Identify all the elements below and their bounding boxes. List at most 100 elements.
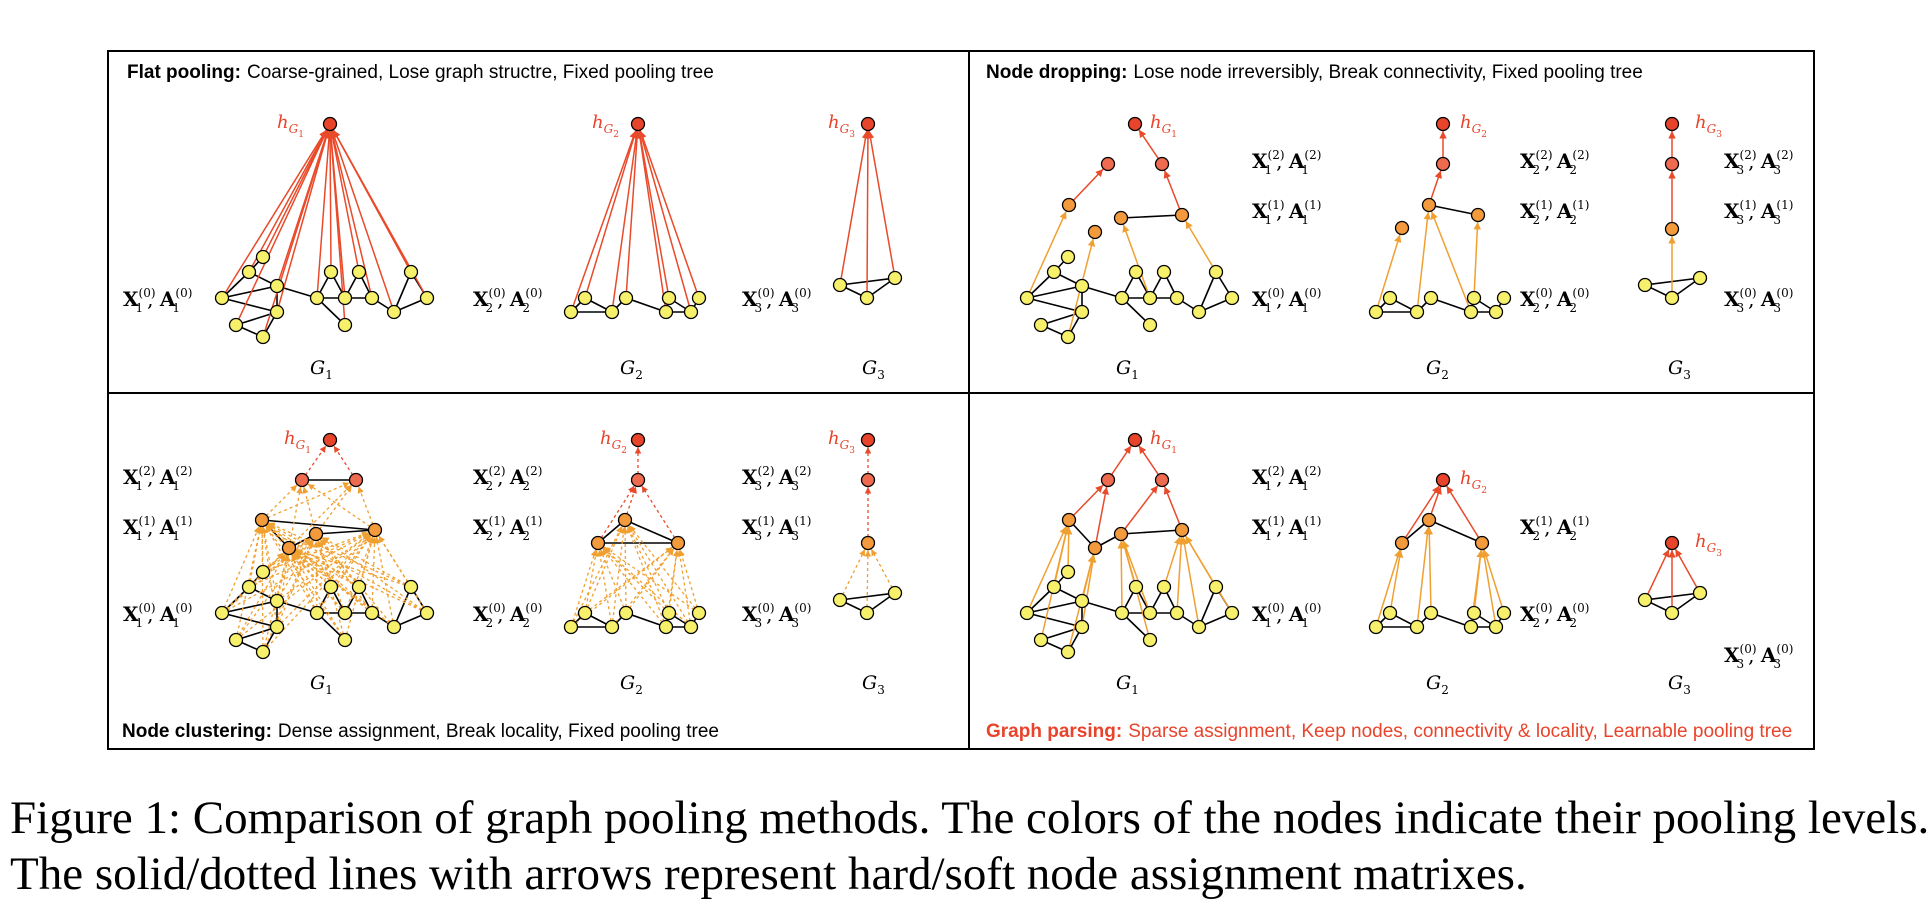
hard-assignment-arrow (1163, 486, 1183, 531)
soft-assignment-arrow (248, 532, 369, 588)
graph-node-level-0 (1046, 579, 1062, 595)
soft-assignment-arrow (319, 539, 373, 614)
graph-node-level-2 (1100, 156, 1116, 172)
graph-edge (1026, 600, 1083, 614)
graph-node-level-0 (337, 290, 353, 306)
hard-assignment-arrow (1122, 224, 1151, 299)
hard-assignment-arrow (1644, 549, 1670, 601)
graph-edge (221, 297, 278, 313)
soft-assignment-arrow (288, 484, 352, 549)
graph-node-level-0 (1156, 264, 1172, 280)
graph-node-level-0 (1692, 585, 1708, 601)
readout-label-h-g1: hG1 (284, 428, 311, 456)
graph-node-level-0 (1060, 564, 1076, 580)
soft-assignment-arrow (584, 549, 599, 614)
soft-assignment-arrow (602, 547, 692, 628)
hard-assignment-arrow (570, 130, 637, 313)
graph-node-level-1 (860, 535, 876, 551)
root-node-g3 (860, 116, 876, 132)
graph-node-level-2 (1100, 472, 1116, 488)
soft-assignment-arrow (357, 486, 376, 531)
graph-node-level-0 (1033, 632, 1049, 648)
root-node-g3 (1664, 535, 1680, 551)
hard-assignment-arrow (1375, 234, 1402, 313)
graph-node-level-0 (1128, 579, 1144, 595)
soft-assignment-arrow (259, 526, 266, 573)
graph-node-level-0 (1382, 290, 1398, 306)
graph-node-level-0 (859, 290, 875, 306)
hard-assignment-arrow (864, 130, 872, 299)
graph-edge (1198, 271, 1217, 313)
graph-edge (1428, 204, 1479, 216)
soft-assignment-arrow (235, 553, 287, 641)
soft-assignment-arrow (221, 532, 370, 614)
soft-assignment-arrow (870, 548, 896, 594)
graph-node-level-0 (1208, 264, 1224, 280)
hard-assignment-arrow (248, 129, 328, 273)
hard-assignment-arrow (1026, 211, 1067, 299)
graph-node-level-0 (323, 264, 339, 280)
graph-node-level-0 (255, 644, 271, 660)
graph-node-level-1 (1087, 224, 1103, 240)
graph-node-level-0 (658, 619, 674, 635)
feature-adjacency-label: X(1) 3, A(1) 3 (1724, 198, 1793, 227)
graph-node-level-0 (691, 605, 707, 621)
graph-node-level-0 (1074, 593, 1090, 609)
graph-node-level-0 (618, 290, 634, 306)
graph-node-level-0 (1409, 619, 1425, 635)
feature-adjacency-label: X(1) 1, A(1) 1 (1252, 514, 1321, 543)
feature-adjacency-label: X(0) 3, A(0) 3 (742, 286, 811, 315)
hard-assignment-arrow (625, 130, 641, 299)
graph-node-level-0 (403, 579, 419, 595)
hard-assignment-arrow (1163, 536, 1182, 588)
panel-title-node-dropping: Node dropping: Lose node irreversibly, Br… (986, 62, 1643, 83)
graph-node-level-0 (1074, 278, 1090, 294)
hard-assignment-arrow (329, 130, 360, 273)
graph-label-g2: G2 (1426, 672, 1449, 697)
soft-assignment-arrow (312, 540, 320, 614)
soft-assignment-arrow (295, 549, 412, 588)
hard-assignment-arrow (1473, 549, 1485, 614)
soft-assignment-arrow (265, 525, 346, 641)
soft-assignment-arrow (261, 482, 350, 521)
readout-label-h-g2: hG2 (1460, 112, 1487, 140)
graph-node-level-0 (1074, 304, 1090, 320)
soft-assignment-arrow (276, 534, 371, 628)
graph-node-level-0 (241, 264, 257, 280)
feature-adjacency-label: X(2) 1, A(2) 1 (123, 464, 192, 493)
graph-node-level-0 (1488, 304, 1504, 320)
graph-node-level-1 (1174, 207, 1190, 223)
soft-assignment-arrow (262, 537, 311, 573)
graph-node-level-1 (1421, 197, 1437, 213)
hard-assignment-arrow (1446, 485, 1483, 544)
hard-assignment-arrow (1430, 211, 1472, 313)
root-node-g2 (630, 432, 646, 448)
graph-node-level-0 (269, 278, 285, 294)
graph-node-level-2 (1154, 156, 1170, 172)
figure-frame (107, 50, 1815, 750)
graph-node-level-0 (1142, 605, 1158, 621)
graph-node-level-1 (1394, 535, 1410, 551)
soft-assignment-arrow (316, 535, 372, 614)
figure-diagram: Flat pooling: Coarse-grained, Lose graph … (107, 50, 1815, 750)
hard-assignment-arrow (262, 130, 330, 338)
soft-assignment-arrow (276, 554, 291, 628)
graph-edge (624, 519, 679, 544)
graph-label-g2: G2 (620, 357, 643, 382)
graph-edge (1120, 529, 1183, 535)
hard-assignment-arrow (1094, 486, 1109, 549)
soft-assignment-arrow (261, 526, 278, 602)
graph-edge (221, 612, 278, 628)
soft-assignment-arrow (267, 522, 428, 614)
graph-node-level-0 (683, 619, 699, 635)
graph-node-level-0 (1142, 632, 1158, 648)
graph-label-g1: G1 (310, 672, 333, 697)
soft-assignment-arrow (248, 526, 263, 588)
graph-edge (839, 592, 896, 601)
soft-assignment-arrow (288, 486, 303, 549)
graph-node-level-0 (269, 593, 285, 609)
graph-node-level-0 (683, 304, 699, 320)
hard-assignment-arrow (235, 130, 328, 326)
graph-node-level-0 (309, 605, 325, 621)
graph-node-level-1 (1470, 207, 1486, 223)
